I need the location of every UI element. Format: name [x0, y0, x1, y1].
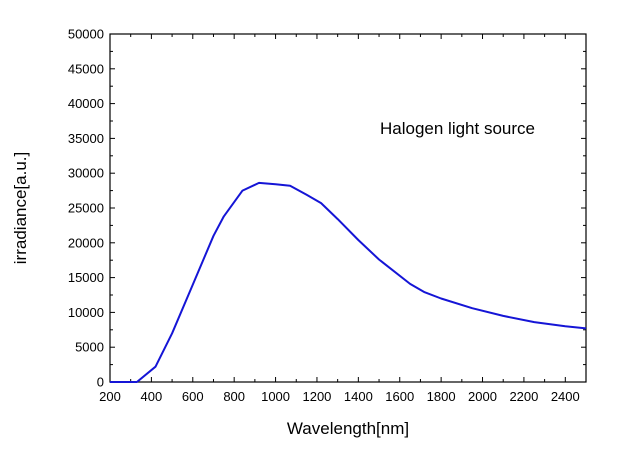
- y-axis: 0 5000 10000 15000 20000 25000 30000 35000 40000…: [68, 27, 586, 390]
- y-tick-label: 45000: [68, 61, 104, 76]
- y-tick-label: 20000: [68, 235, 104, 250]
- x-tick-label: 400: [141, 389, 163, 404]
- y-tick-label: 35000: [68, 131, 104, 146]
- x-tick-label: 1800: [427, 389, 456, 404]
- y-tick-label: 15000: [68, 270, 104, 285]
- y-axis-title: irradiance[a.u.]: [11, 152, 30, 264]
- series-line: [110, 181, 587, 383]
- x-tick-label: 800: [223, 389, 245, 404]
- x-axis: 200 400 600 800 1000 1200 1400 1600 1800 2000 2200…: [99, 34, 580, 404]
- y-tick-label: 25000: [68, 201, 104, 216]
- x-axis-title: Wavelength[nm]: [287, 419, 409, 438]
- y-tick-label: 5000: [75, 340, 104, 355]
- y-tick-label: 10000: [68, 305, 104, 320]
- y-tick-label: 50000: [68, 27, 104, 42]
- x-tick-label: 1200: [302, 389, 331, 404]
- x-tick-label: 1600: [385, 389, 414, 404]
- x-tick-label: 1000: [261, 389, 290, 404]
- plot-frame: [109, 33, 587, 383]
- y-tick-label: 0: [97, 375, 104, 390]
- x-tick-label: 600: [182, 389, 204, 404]
- x-tick-label: 2000: [468, 389, 497, 404]
- x-tick-label: 2400: [551, 389, 580, 404]
- x-tick-label: 2200: [509, 389, 538, 404]
- x-tick-label: 1400: [344, 389, 373, 404]
- y-tick-label: 30000: [68, 166, 104, 181]
- annotation-text: Halogen light source: [380, 119, 535, 138]
- x-tick-label: 200: [99, 389, 121, 404]
- y-tick-label: 40000: [68, 96, 104, 111]
